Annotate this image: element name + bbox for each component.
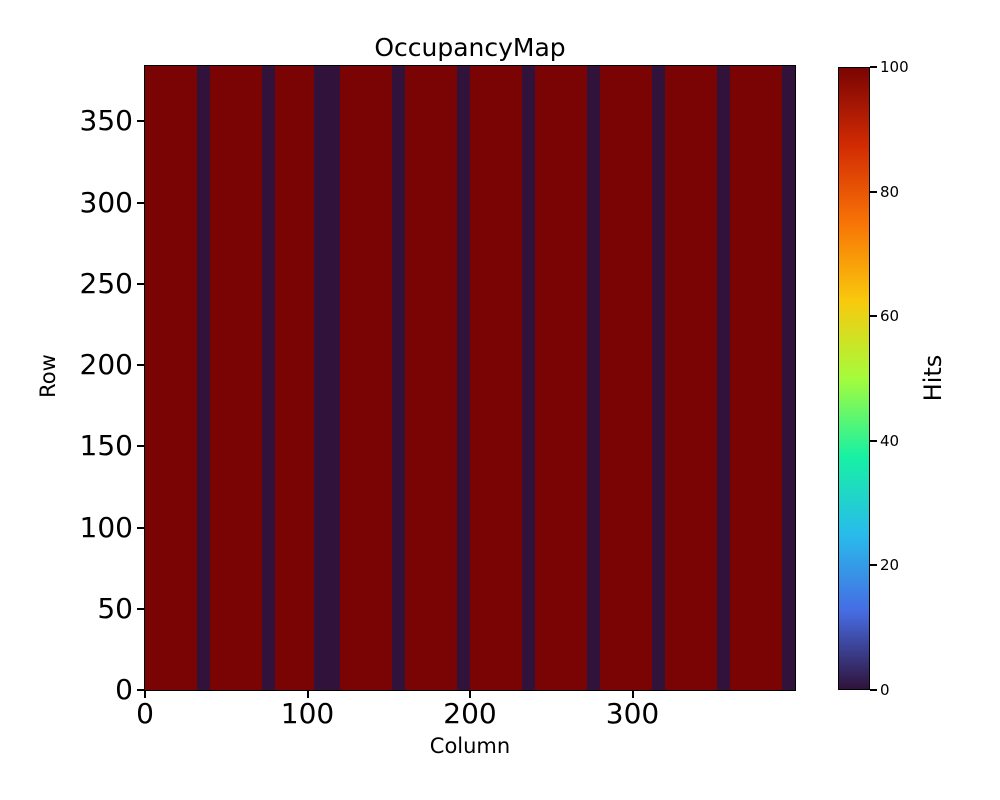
dead-column-stripe [314,66,340,690]
y-tick-mark [137,689,145,691]
x-tick-label: 300 [605,697,660,730]
y-tick-mark [137,526,145,529]
y-axis-label: Row [36,354,60,398]
colorbar-tick-label: 60 [880,307,900,326]
y-tick-mark [137,120,145,123]
y-tick-mark [137,364,145,366]
y-tick-mark [137,282,145,285]
colorbar-tick-mark [870,689,877,691]
y-tick-label: 50 [97,591,133,625]
y-tick-label: 300 [79,185,133,219]
colorbar-tick-mark [870,66,877,68]
dead-column-stripe [717,66,730,690]
x-tick-mark [306,690,309,698]
y-tick-label: 250 [79,266,133,300]
colorbar-tick-mark [870,190,877,193]
y-tick-label: 150 [79,429,133,463]
y-tick-label: 0 [115,673,133,706]
colorbar-tick-mark [870,564,877,567]
x-tick-mark [469,690,471,698]
colorbar-tick-mark [870,315,877,318]
x-tick-label: 0 [136,697,154,730]
heatmap-plot [145,66,795,690]
y-tick-label: 350 [79,104,133,138]
dead-column-stripe [522,66,535,690]
y-tick-label: 100 [79,510,133,544]
y-tick-mark [137,201,145,204]
dead-column-stripe [392,66,405,690]
colorbar-tick-label: 80 [880,182,900,201]
colorbar-tick-label: 20 [880,556,900,575]
colorbar [838,67,870,690]
colorbar-label: Hits [919,354,947,402]
colorbar-tick-mark [870,439,877,442]
x-tick-label: 100 [280,697,335,730]
colorbar-tick-label: 40 [880,431,900,450]
y-tick-mark [137,607,145,610]
dead-column-stripe [652,66,665,690]
dead-column-stripe [262,66,275,690]
dead-column-stripe [587,66,600,690]
y-tick-mark [137,445,145,448]
y-tick-label: 200 [79,348,133,381]
dead-column-stripe [782,66,795,690]
colorbar-tick-label: 0 [880,681,890,699]
x-tick-label: 200 [443,697,497,730]
x-tick-mark [144,690,146,698]
x-axis-label: Column [429,734,511,758]
colorbar-tick-label: 100 [880,58,909,76]
x-tick-mark [631,690,634,698]
dead-column-stripes [145,66,795,690]
chart-title: OccupancyMap [374,33,566,62]
dead-column-stripe [457,66,470,690]
dead-column-stripe [197,66,210,690]
